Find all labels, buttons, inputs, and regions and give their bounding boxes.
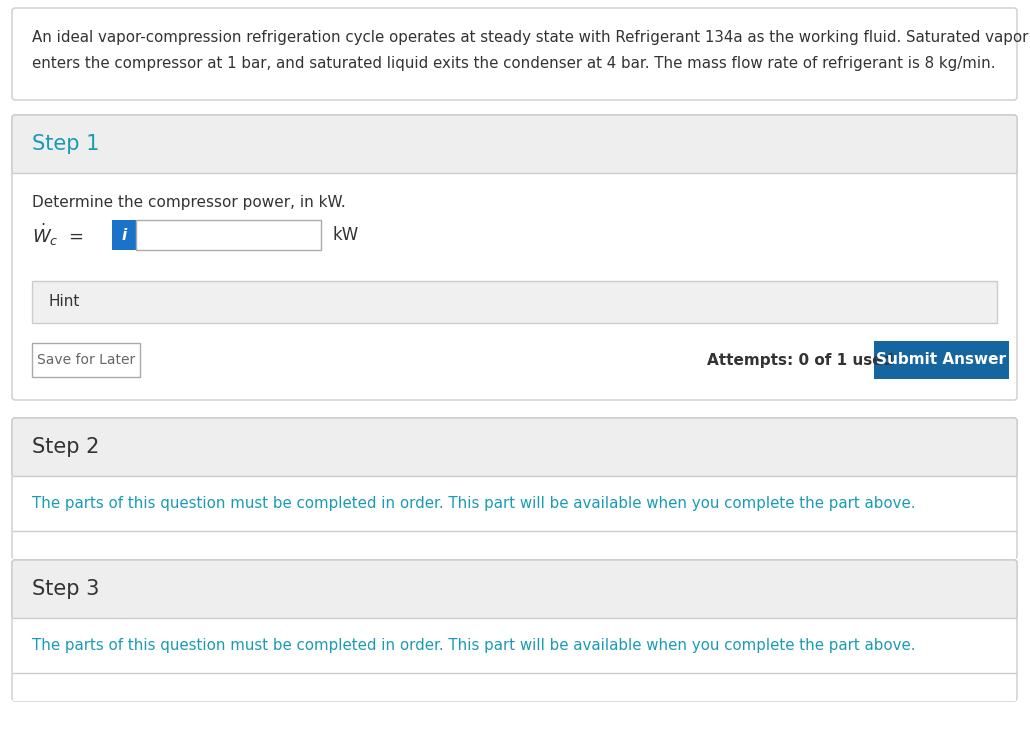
- Bar: [136, 220, 321, 250]
- Text: The parts of this question must be completed in order. This part will be availab: The parts of this question must be compl…: [32, 496, 916, 511]
- FancyBboxPatch shape: [12, 115, 1017, 400]
- Text: Step 2: Step 2: [32, 437, 99, 457]
- Text: kW: kW: [333, 226, 359, 244]
- Text: The parts of this question must be completed in order. This part will be availab: The parts of this question must be compl…: [32, 638, 916, 653]
- Text: Submit Answer: Submit Answer: [877, 352, 1006, 368]
- FancyBboxPatch shape: [12, 418, 1017, 476]
- Bar: [13, 608, 1016, 618]
- Bar: [13, 466, 1016, 476]
- Text: Step 1: Step 1: [32, 134, 99, 154]
- Text: Attempts: 0 of 1 used: Attempts: 0 of 1 used: [707, 352, 893, 368]
- Bar: [13, 531, 1016, 559]
- FancyBboxPatch shape: [12, 8, 1017, 100]
- Text: Determine the compressor power, in kW.: Determine the compressor power, in kW.: [32, 195, 346, 210]
- Text: enters the compressor at 1 bar, and saturated liquid exits the condenser at 4 ba: enters the compressor at 1 bar, and satu…: [32, 56, 996, 71]
- Text: Step 3: Step 3: [32, 579, 99, 599]
- Bar: [32, 281, 997, 323]
- Bar: [112, 220, 136, 250]
- FancyBboxPatch shape: [12, 560, 1017, 701]
- Text: i: i: [122, 227, 127, 243]
- FancyBboxPatch shape: [12, 115, 1017, 173]
- Text: Save for Later: Save for Later: [37, 353, 135, 367]
- Text: An ideal vapor-compression refrigeration cycle operates at steady state with Ref: An ideal vapor-compression refrigeration…: [32, 30, 1028, 45]
- FancyBboxPatch shape: [12, 418, 1017, 559]
- Bar: [13, 163, 1016, 173]
- Text: Hint: Hint: [48, 295, 79, 309]
- Text: $\dot{W}_c$  =: $\dot{W}_c$ =: [32, 221, 84, 248]
- FancyBboxPatch shape: [12, 560, 1017, 618]
- Bar: [32, 343, 140, 377]
- Bar: [13, 673, 1016, 701]
- Bar: [874, 341, 1009, 379]
